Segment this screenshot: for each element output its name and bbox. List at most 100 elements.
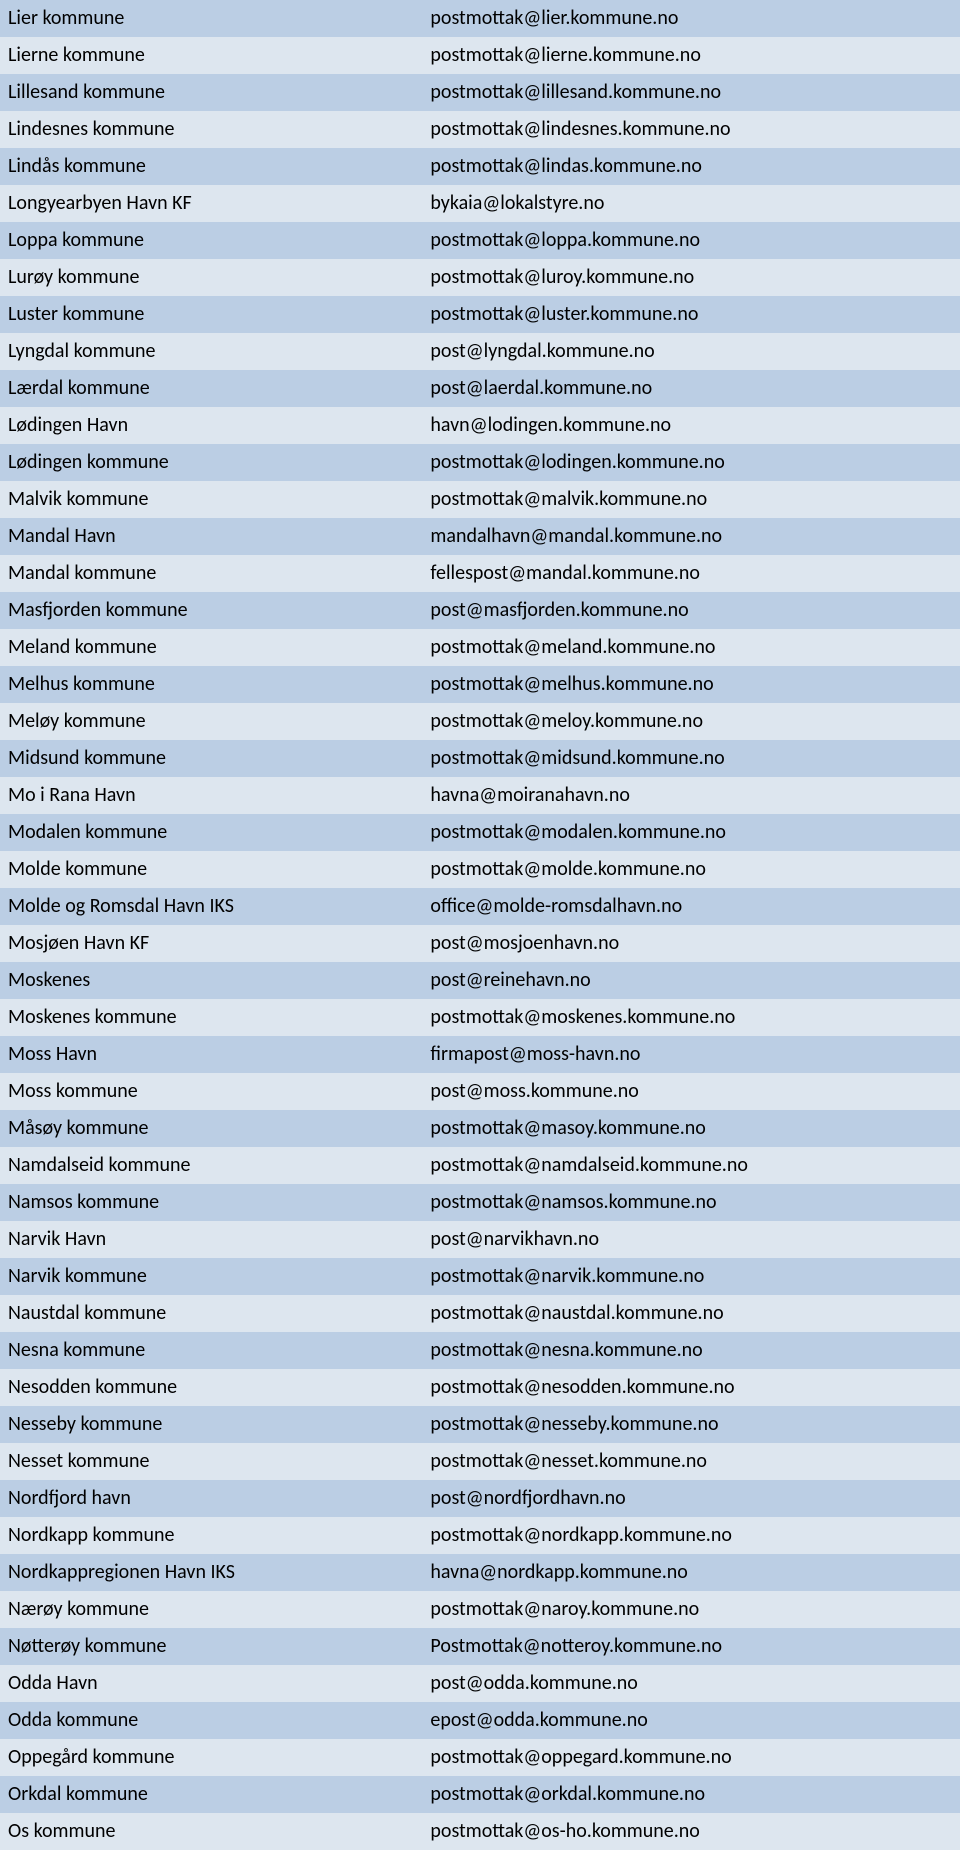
municipality-email: post@nordfjordhavn.no: [422, 1480, 960, 1517]
municipality-name: Nesset kommune: [0, 1443, 422, 1480]
municipality-name: Mosjøen Havn KF: [0, 925, 422, 962]
municipality-name: Lødingen Havn: [0, 407, 422, 444]
municipality-name: Meløy kommune: [0, 703, 422, 740]
municipality-email: post@reinehavn.no: [422, 962, 960, 999]
table-row: Nærøy kommunepostmottak@naroy.kommune.no: [0, 1591, 960, 1628]
municipality-name: Nærøy kommune: [0, 1591, 422, 1628]
table-row: Meland kommunepostmottak@meland.kommune.…: [0, 629, 960, 666]
table-row: Lurøy kommunepostmottak@luroy.kommune.no: [0, 259, 960, 296]
table-row: Melhus kommunepostmottak@melhus.kommune.…: [0, 666, 960, 703]
municipality-name: Nesna kommune: [0, 1332, 422, 1369]
municipality-email: Postmottak@notteroy.kommune.no: [422, 1628, 960, 1665]
municipality-email: postmottak@nordkapp.kommune.no: [422, 1517, 960, 1554]
municipality-name: Nordfjord havn: [0, 1480, 422, 1517]
municipality-email: post@odda.kommune.no: [422, 1665, 960, 1702]
municipality-email: office@molde-romsdalhavn.no: [422, 888, 960, 925]
municipality-name: Molde kommune: [0, 851, 422, 888]
table-row: Moss kommunepost@moss.kommune.no: [0, 1073, 960, 1110]
table-row: Loppa kommunepostmottak@loppa.kommune.no: [0, 222, 960, 259]
table-row: Mosjøen Havn KFpost@mosjoenhavn.no: [0, 925, 960, 962]
table-row: Lier kommunepostmottak@lier.kommune.no: [0, 0, 960, 37]
table-row: Nesodden kommunepostmottak@nesodden.komm…: [0, 1369, 960, 1406]
municipality-name: Nøtterøy kommune: [0, 1628, 422, 1665]
municipality-email: postmottak@midsund.kommune.no: [422, 740, 960, 777]
municipality-name: Lødingen kommune: [0, 444, 422, 481]
municipality-email: postmottak@lier.kommune.no: [422, 0, 960, 37]
table-row: Odda kommuneepost@odda.kommune.no: [0, 1702, 960, 1739]
municipality-name: Nesodden kommune: [0, 1369, 422, 1406]
municipality-email: postmottak@lindesnes.kommune.no: [422, 111, 960, 148]
table-row: Modalen kommunepostmottak@modalen.kommun…: [0, 814, 960, 851]
table-row: Mandal Havnmandalhavn@mandal.kommune.no: [0, 518, 960, 555]
municipality-email: havn@lodingen.kommune.no: [422, 407, 960, 444]
municipality-email: post@lyngdal.kommune.no: [422, 333, 960, 370]
municipality-name: Lyngdal kommune: [0, 333, 422, 370]
municipality-email: postmottak@melhus.kommune.no: [422, 666, 960, 703]
municipality-name: Odda kommune: [0, 1702, 422, 1739]
municipality-email: post@moss.kommune.no: [422, 1073, 960, 1110]
table-row: Mo i Rana Havnhavna@moiranahavn.no: [0, 777, 960, 814]
table-row: Lyngdal kommunepost@lyngdal.kommune.no: [0, 333, 960, 370]
table-row: Nesset kommunepostmottak@nesset.kommune.…: [0, 1443, 960, 1480]
municipality-name: Moss kommune: [0, 1073, 422, 1110]
table-row: Os kommunepostmottak@os-ho.kommune.no: [0, 1813, 960, 1850]
municipality-email: postmottak@namsos.kommune.no: [422, 1184, 960, 1221]
municipality-email: postmottak@modalen.kommune.no: [422, 814, 960, 851]
municipality-name: Naustdal kommune: [0, 1295, 422, 1332]
municipality-email: postmottak@malvik.kommune.no: [422, 481, 960, 518]
table-row: Nesseby kommunepostmottak@nesseby.kommun…: [0, 1406, 960, 1443]
table-row: Lindås kommunepostmottak@lindas.kommune.…: [0, 148, 960, 185]
municipality-email: post@mosjoenhavn.no: [422, 925, 960, 962]
municipality-email: postmottak@molde.kommune.no: [422, 851, 960, 888]
municipality-name: Mandal Havn: [0, 518, 422, 555]
table-row: Midsund kommunepostmottak@midsund.kommun…: [0, 740, 960, 777]
table-row: Naustdal kommunepostmottak@naustdal.komm…: [0, 1295, 960, 1332]
municipality-name: Nordkappregionen Havn IKS: [0, 1554, 422, 1591]
municipality-name: Lærdal kommune: [0, 370, 422, 407]
municipality-name: Nordkapp kommune: [0, 1517, 422, 1554]
municipality-name: Modalen kommune: [0, 814, 422, 851]
municipality-email: postmottak@luroy.kommune.no: [422, 259, 960, 296]
municipality-email: postmottak@moskenes.kommune.no: [422, 999, 960, 1036]
table-row: Longyearbyen Havn KFbykaia@lokalstyre.no: [0, 185, 960, 222]
municipality-email: postmottak@oppegard.kommune.no: [422, 1739, 960, 1776]
municipality-name: Moskenes kommune: [0, 999, 422, 1036]
municipality-email: postmottak@naroy.kommune.no: [422, 1591, 960, 1628]
table-row: Meløy kommunepostmottak@meloy.kommune.no: [0, 703, 960, 740]
municipality-email: postmottak@orkdal.kommune.no: [422, 1776, 960, 1813]
municipality-name: Lindås kommune: [0, 148, 422, 185]
municipality-email: postmottak@nesseby.kommune.no: [422, 1406, 960, 1443]
municipality-email: havna@moiranahavn.no: [422, 777, 960, 814]
table-row: Luster kommunepostmottak@luster.kommune.…: [0, 296, 960, 333]
table-row: Orkdal kommunepostmottak@orkdal.kommune.…: [0, 1776, 960, 1813]
municipality-name: Loppa kommune: [0, 222, 422, 259]
municipality-name: Lurøy kommune: [0, 259, 422, 296]
municipality-email: post@laerdal.kommune.no: [422, 370, 960, 407]
municipality-email: postmottak@luster.kommune.no: [422, 296, 960, 333]
municipality-name: Namdalseid kommune: [0, 1147, 422, 1184]
municipality-email: postmottak@lierne.kommune.no: [422, 37, 960, 74]
table-row: Namsos kommunepostmottak@namsos.kommune.…: [0, 1184, 960, 1221]
table-row: Namdalseid kommunepostmottak@namdalseid.…: [0, 1147, 960, 1184]
municipality-name: Malvik kommune: [0, 481, 422, 518]
municipality-name: Odda Havn: [0, 1665, 422, 1702]
table-row: Lødingen Havnhavn@lodingen.kommune.no: [0, 407, 960, 444]
municipality-name: Molde og Romsdal Havn IKS: [0, 888, 422, 925]
municipality-email: post@masfjorden.kommune.no: [422, 592, 960, 629]
municipality-email: bykaia@lokalstyre.no: [422, 185, 960, 222]
table-row: Mandal kommunefellespost@mandal.kommune.…: [0, 555, 960, 592]
table-row: Lærdal kommunepost@laerdal.kommune.no: [0, 370, 960, 407]
municipality-name: Mo i Rana Havn: [0, 777, 422, 814]
table-row: Nordkappregionen Havn IKShavna@nordkapp.…: [0, 1554, 960, 1591]
municipality-name: Lier kommune: [0, 0, 422, 37]
table-row: Molde og Romsdal Havn IKSoffice@molde-ro…: [0, 888, 960, 925]
municipality-email: postmottak@namdalseid.kommune.no: [422, 1147, 960, 1184]
municipality-email: epost@odda.kommune.no: [422, 1702, 960, 1739]
municipality-email: postmottak@nesset.kommune.no: [422, 1443, 960, 1480]
table-row: Nordfjord havnpost@nordfjordhavn.no: [0, 1480, 960, 1517]
table-row: Moss Havnfirmapost@moss-havn.no: [0, 1036, 960, 1073]
municipality-email: postmottak@os-ho.kommune.no: [422, 1813, 960, 1850]
municipality-name: Orkdal kommune: [0, 1776, 422, 1813]
municipality-name: Moss Havn: [0, 1036, 422, 1073]
municipality-email: postmottak@loppa.kommune.no: [422, 222, 960, 259]
